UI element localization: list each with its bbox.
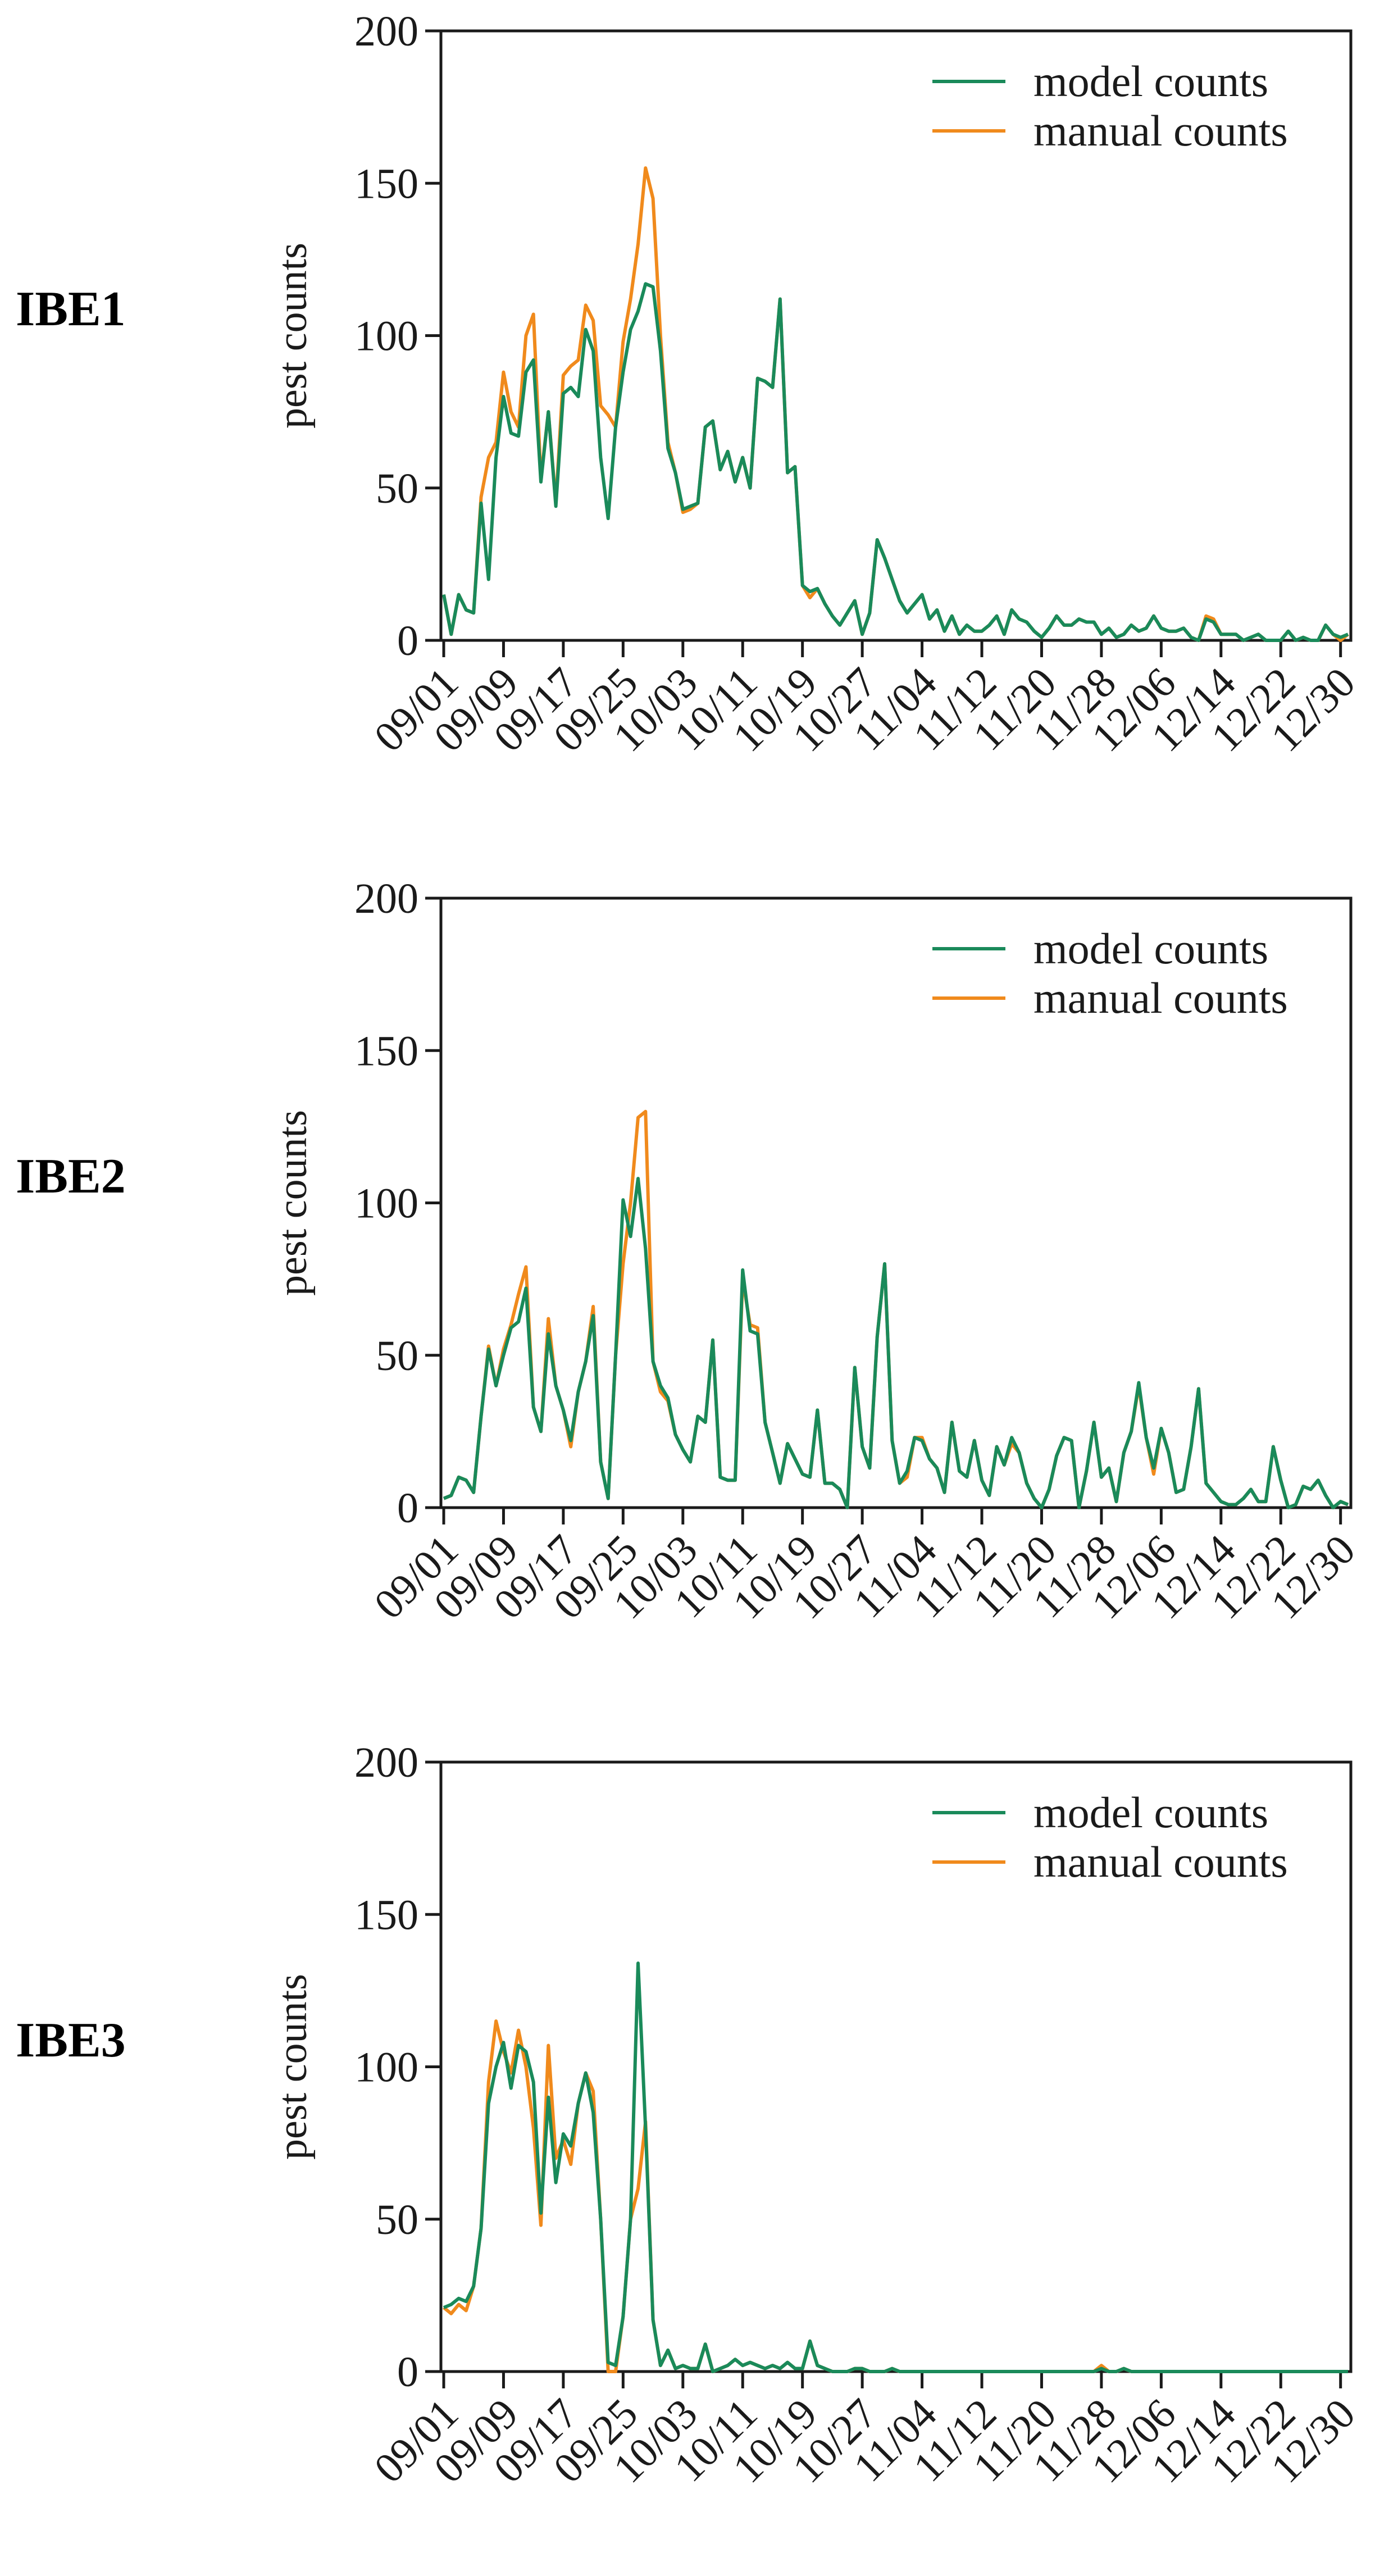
- legend-label-manual: manual counts: [1033, 973, 1288, 1022]
- y-axis-title: pest counts: [270, 1110, 316, 1296]
- y-tick-label: 50: [376, 1332, 418, 1380]
- y-tick-label: 200: [354, 8, 418, 55]
- series-model-counts-line: [443, 1177, 1349, 1509]
- y-axis-title: pest counts: [270, 243, 316, 429]
- y-tick-label: 150: [354, 1891, 418, 1938]
- legend-label-manual: manual counts: [1033, 106, 1288, 155]
- legend-label-manual: manual counts: [1033, 1837, 1288, 1886]
- panel-label: IBE3: [16, 2013, 126, 2068]
- y-tick-label: 50: [376, 2196, 418, 2243]
- series-model-counts-line: [443, 1961, 1348, 2373]
- series-manual-counts-line: [442, 166, 1349, 642]
- chart-panel-ibe3: IBE3 0 50 100 150 200 pest counts 09/01 09/09 09…: [0, 1731, 1375, 2576]
- legend-label-model: model counts: [1033, 1788, 1268, 1837]
- y-tick-label: 200: [354, 1739, 418, 1786]
- y-tick-label: 0: [397, 2349, 418, 2396]
- y-tick-label: 150: [354, 1027, 418, 1075]
- legend-label-model: model counts: [1033, 924, 1268, 973]
- y-tick-label: 100: [354, 2044, 418, 2091]
- y-tick-label: 0: [397, 617, 418, 665]
- panel-label: IBE1: [16, 282, 126, 336]
- y-tick-label: 150: [354, 160, 418, 207]
- series-manual-counts-line: [443, 1109, 1349, 1509]
- y-tick-label: 100: [354, 313, 418, 360]
- panel-label: IBE2: [16, 1149, 126, 1204]
- legend-label-model: model counts: [1033, 57, 1268, 106]
- series-manual-counts-line: [443, 2019, 1348, 2373]
- chart-panel-ibe2: IBE2 0 50 100 150 200 pest counts 09/01 09/09 09…: [0, 867, 1375, 1712]
- y-tick-label: 0: [397, 1485, 418, 1532]
- y-tick-label: 200: [354, 875, 418, 922]
- y-tick-label: 100: [354, 1180, 418, 1227]
- y-tick-label: 50: [376, 465, 418, 512]
- y-axis-title: pest counts: [270, 1974, 316, 2160]
- series-model-counts-line: [442, 282, 1349, 642]
- chart-panel-ibe1: IBE1 0 50 100 150 200 pest counts 09/01 09/09 09…: [0, 0, 1375, 845]
